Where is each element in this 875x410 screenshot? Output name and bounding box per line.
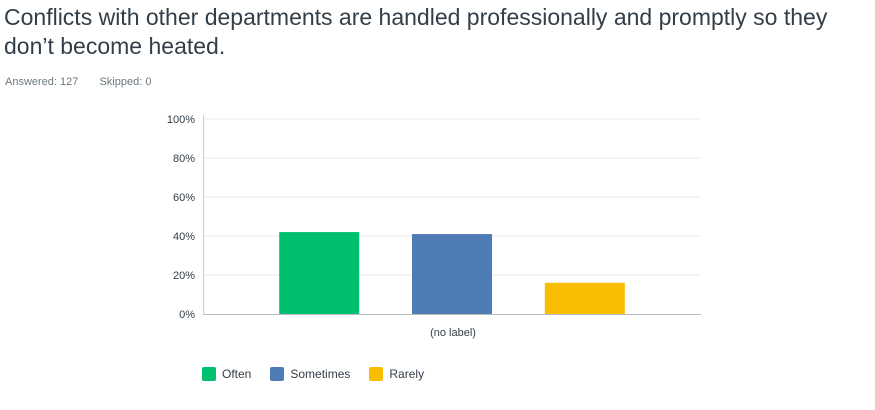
y-tick-label: 100% — [167, 114, 195, 126]
bar-rarely — [544, 282, 625, 314]
skipped-count: Skipped: 0 — [99, 76, 152, 88]
y-tick-label: 20% — [173, 270, 195, 282]
x-category-label: (no label) — [430, 327, 476, 339]
legend-label-rarely: Rarely — [389, 367, 425, 381]
legend-label-sometimes: Sometimes — [290, 367, 351, 381]
bar-sometimes — [412, 234, 492, 314]
legend-swatch-rarely — [369, 367, 384, 381]
chart-legend: Often Sometimes Rarely — [202, 367, 443, 381]
legend-item-rarely: Rarely — [369, 367, 424, 381]
legend-swatch-often — [202, 367, 216, 381]
legend-label-often: Often — [222, 367, 252, 381]
question-title: Conflicts with other departments are han… — [4, 4, 828, 59]
answered-count: Answered: 127 — [5, 76, 79, 88]
legend-swatch-sometimes — [270, 367, 285, 381]
legend-item-sometimes: Sometimes — [270, 367, 350, 381]
response-stats: Answered: 127 Skipped: 0 — [5, 76, 151, 88]
legend-item-often: Often — [202, 367, 251, 381]
y-tick-label: 40% — [173, 231, 195, 243]
y-tick-label: 60% — [173, 192, 195, 204]
y-tick-label: 0% — [179, 309, 195, 321]
bar-often — [279, 232, 360, 314]
y-tick-label: 80% — [173, 153, 195, 165]
